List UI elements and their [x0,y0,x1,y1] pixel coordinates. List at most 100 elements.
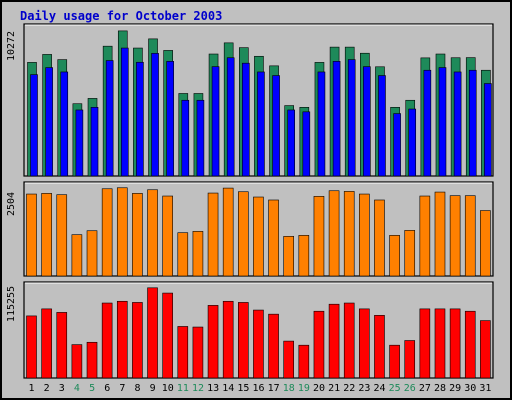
xtick-label-8: 8 [134,383,140,394]
bar-top-s2-1 [30,74,38,177]
bar-middle-30 [464,195,476,277]
xtick-label-16: 16 [252,383,264,394]
bar-middle-11 [177,232,189,277]
bar-middle-10 [162,195,173,277]
xtick-label-15: 15 [237,383,249,394]
bar-bottom-20 [313,310,325,379]
bar-bottom-8 [132,302,143,379]
ytick-label-middle: 2504 [6,192,17,216]
xtick-label-28: 28 [434,383,446,394]
bar-bottom-14 [222,300,234,379]
xtick-label-11: 11 [177,383,189,394]
bar-middle-28 [434,191,446,277]
bar-middle-25 [389,235,400,277]
bar-bottom-18 [283,340,294,379]
xtick-label-26: 26 [404,383,416,394]
bar-middle-31 [480,210,491,277]
bar-top-s2-22 [347,59,356,177]
bar-bottom-9 [147,287,158,379]
bar-bottom-2 [41,308,52,379]
bar-middle-24 [374,199,385,277]
bar-bottom-11 [177,326,189,379]
bar-top-s2-27 [423,69,432,177]
bar-bottom-25 [389,344,400,379]
xtick-label-25: 25 [389,383,401,394]
bar-middle-12 [192,231,204,277]
bar-middle-29 [449,195,461,277]
bar-top-s2-20 [317,71,326,177]
bar-bottom-30 [464,310,476,379]
bar-top-s2-25 [393,113,401,177]
xtick-label-4: 4 [74,383,80,394]
ytick-label-top: 10272 [6,31,17,61]
xtick-label-30: 30 [464,383,476,394]
xtick-label-13: 13 [207,383,219,394]
xtick-label-9: 9 [150,383,156,394]
bar-top-s2-2 [45,67,53,177]
bar-bottom-26 [404,340,416,379]
xtick-label-24: 24 [374,383,386,394]
bar-top-s2-26 [408,108,417,177]
bar-top-s2-18 [287,109,295,177]
bar-middle-3 [56,194,68,277]
bar-middle-21 [328,190,340,277]
bar-bottom-6 [101,302,113,379]
bar-middle-6 [101,188,113,277]
xtick-label-19: 19 [298,383,310,394]
xtick-label-3: 3 [59,383,65,394]
xtick-label-27: 27 [419,383,431,394]
bar-bottom-16 [253,309,264,379]
ytick-label-bottom: 115255 [6,286,17,322]
xtick-label-6: 6 [104,383,110,394]
bar-middle-22 [343,191,355,277]
bar-top-s2-19 [302,111,311,177]
bar-middle-13 [207,192,219,277]
bar-top-s2-29 [453,71,462,177]
bar-bottom-3 [56,312,68,379]
bar-top-s2-23 [363,66,371,177]
bar-middle-2 [41,193,52,277]
xtick-label-21: 21 [328,383,340,394]
bar-top-s2-30 [468,69,477,177]
bar-top-s2-10 [166,61,174,177]
bar-middle-9 [147,189,158,277]
bar-middle-14 [222,187,234,277]
bar-bottom-29 [449,308,461,379]
bar-bottom-21 [328,303,340,379]
bar-top-s2-9 [151,53,159,177]
bar-middle-5 [86,230,98,277]
bar-middle-8 [132,193,143,277]
bar-middle-18 [283,236,294,277]
bar-top-s2-4 [75,109,84,177]
bar-bottom-17 [268,313,279,379]
bar-bottom-5 [86,341,98,379]
xtick-label-20: 20 [313,383,325,394]
bar-bottom-7 [116,300,128,379]
bar-middle-7 [116,187,128,277]
xtick-label-14: 14 [222,383,234,394]
chart-title: Daily usage for October 2003 [20,9,223,23]
bar-top-s2-31 [484,83,492,177]
bar-top-s2-13 [211,66,220,177]
xtick-label-7: 7 [119,383,125,394]
bar-middle-23 [359,193,370,277]
bar-top-s2-8 [136,61,144,177]
bar-middle-20 [313,196,325,277]
bar-top-s2-15 [242,62,250,177]
xtick-label-29: 29 [449,383,461,394]
xtick-label-1: 1 [29,383,35,394]
xtick-label-17: 17 [268,383,280,394]
xtick-label-10: 10 [162,383,174,394]
bar-middle-1 [26,193,37,277]
bar-bottom-1 [26,315,37,379]
bar-bottom-27 [419,308,431,379]
bar-middle-17 [268,199,279,277]
bar-top-s2-21 [332,61,341,177]
xtick-label-23: 23 [358,383,370,394]
bar-middle-26 [404,230,416,277]
bar-top-s2-11 [181,99,190,177]
xtick-label-22: 22 [343,383,355,394]
bar-top-s2-24 [378,75,386,177]
bar-top-s2-5 [90,107,99,177]
